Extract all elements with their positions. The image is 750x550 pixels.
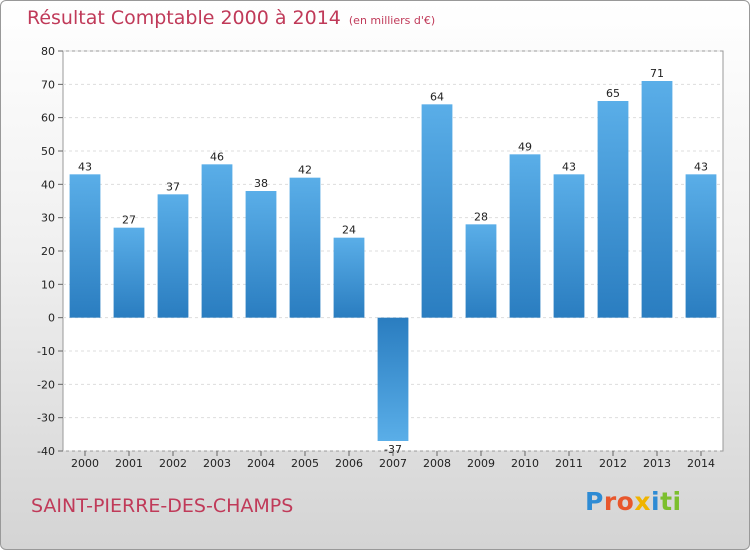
bar-2000 xyxy=(69,174,101,318)
proxiti-logo[interactable]: Proxiti xyxy=(585,487,682,516)
x-tick-label: 2007 xyxy=(379,457,407,470)
logo-letter: o xyxy=(616,487,635,516)
bar-value-label: 24 xyxy=(342,224,356,237)
x-tick-label: 2009 xyxy=(467,457,495,470)
y-tick-label: 70 xyxy=(41,78,55,91)
bar-2002 xyxy=(157,194,189,318)
y-tick-label: 50 xyxy=(41,145,55,158)
bar-2005 xyxy=(289,177,321,318)
y-tick-label: -30 xyxy=(37,412,55,425)
bar-2006 xyxy=(333,237,365,318)
bar-2001 xyxy=(113,227,145,318)
y-tick-label: 30 xyxy=(41,212,55,225)
x-tick-label: 2011 xyxy=(555,457,583,470)
bar-2012 xyxy=(597,101,629,318)
bar-2004 xyxy=(245,191,277,318)
bar-2011 xyxy=(553,174,585,318)
bar-2003 xyxy=(201,164,233,318)
bar-value-label: -37 xyxy=(384,443,402,456)
logo-letter: P xyxy=(585,487,604,516)
x-tick-label: 2003 xyxy=(203,457,231,470)
y-tick-label: -20 xyxy=(37,378,55,391)
y-tick-label: 10 xyxy=(41,278,55,291)
x-tick-label: 2012 xyxy=(599,457,627,470)
bar-value-label: 49 xyxy=(518,140,532,153)
x-tick-label: 2014 xyxy=(687,457,715,470)
bar-2014 xyxy=(685,174,717,318)
bar-value-label: 27 xyxy=(122,214,136,227)
chart-title: Résultat Comptable 2000 à 2014 (en millie… xyxy=(27,7,435,29)
bar-value-label: 28 xyxy=(474,210,488,223)
y-tick-label: 60 xyxy=(41,112,55,125)
x-tick-label: 2005 xyxy=(291,457,319,470)
x-tick-label: 2006 xyxy=(335,457,363,470)
y-tick-label: 0 xyxy=(48,312,55,325)
logo-letter: t xyxy=(660,487,673,516)
x-tick-label: 2013 xyxy=(643,457,671,470)
x-tick-label: 2000 xyxy=(71,457,99,470)
y-tick-label: 20 xyxy=(41,245,55,258)
bar-value-label: 43 xyxy=(78,160,92,173)
y-axis: -40 -30 -20 -10 0 10 20 30 40 50 60 70 80 xyxy=(37,45,63,458)
bar-2010 xyxy=(509,154,541,318)
bar-2008 xyxy=(421,104,453,318)
bar-value-label: 71 xyxy=(650,67,664,80)
bar-value-label: 65 xyxy=(606,87,620,100)
y-tick-label: 80 xyxy=(41,45,55,58)
y-tick-label: 40 xyxy=(41,178,55,191)
x-tick-label: 2001 xyxy=(115,457,143,470)
bar-value-label: 38 xyxy=(254,177,268,190)
x-tick-label: 2008 xyxy=(423,457,451,470)
bar-value-label: 46 xyxy=(210,150,224,163)
chart-title-text: Résultat Comptable 2000 à 2014 xyxy=(27,7,341,29)
x-tick-label: 2002 xyxy=(159,457,187,470)
logo-letter: i xyxy=(672,487,682,516)
bar-value-label: 43 xyxy=(562,160,576,173)
x-axis: 2000 2001 2002 2003 2004 2005 2006 2007 2008 2009… xyxy=(71,451,715,470)
bars: 43 27 37 46 38 42 24 -37 64 28 49 43 65 71 43 xyxy=(69,67,717,456)
logo-letter: i xyxy=(651,487,661,516)
chart-subtitle: (en milliers d'€) xyxy=(348,14,436,27)
bar-value-label: 42 xyxy=(298,164,312,177)
x-tick-label: 2010 xyxy=(511,457,539,470)
y-tick-label: -10 xyxy=(37,345,55,358)
x-tick-label: 2004 xyxy=(247,457,275,470)
bar-2007 xyxy=(377,317,409,441)
bar-2009 xyxy=(465,224,497,318)
bar-2013 xyxy=(641,81,673,318)
bar-value-label: 64 xyxy=(430,90,444,103)
commune-name: SAINT-PIERRE-DES-CHAMPS xyxy=(31,495,294,517)
bar-value-label: 37 xyxy=(166,180,180,193)
logo-letter: x xyxy=(634,487,651,516)
bar-value-label: 43 xyxy=(694,160,708,173)
y-tick-label: -40 xyxy=(37,445,55,458)
logo-letter: r xyxy=(603,487,617,516)
